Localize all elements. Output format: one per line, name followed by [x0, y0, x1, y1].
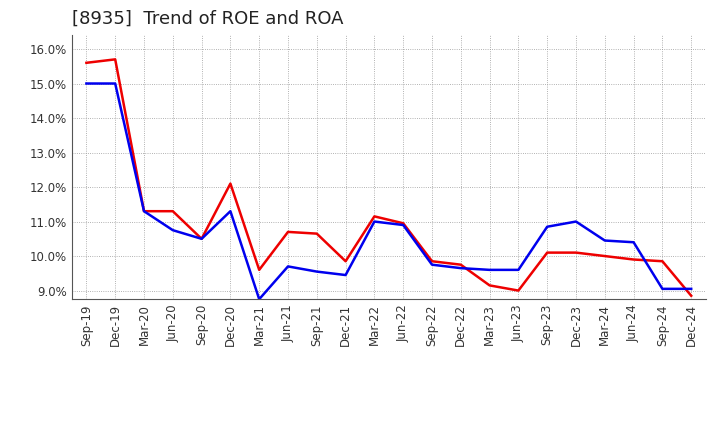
- ROA: [456, 265, 465, 271]
- ROA: [197, 236, 206, 242]
- ROA: [341, 272, 350, 278]
- ROA: [485, 267, 494, 272]
- Line: ROE: ROE: [86, 59, 691, 296]
- ROE: [514, 288, 523, 293]
- ROA: [543, 224, 552, 229]
- ROE: [629, 257, 638, 262]
- ROE: [370, 214, 379, 219]
- ROE: [284, 229, 292, 235]
- ROA: [255, 297, 264, 302]
- ROE: [428, 259, 436, 264]
- ROE: [312, 231, 321, 236]
- ROE: [226, 181, 235, 186]
- ROA: [168, 227, 177, 233]
- ROA: [658, 286, 667, 291]
- ROE: [255, 267, 264, 272]
- ROE: [341, 259, 350, 264]
- ROA: [572, 219, 580, 224]
- ROE: [82, 60, 91, 66]
- ROA: [687, 286, 696, 291]
- ROE: [456, 262, 465, 268]
- ROA: [428, 262, 436, 268]
- ROE: [687, 293, 696, 298]
- ROA: [111, 81, 120, 86]
- ROE: [543, 250, 552, 255]
- ROE: [600, 253, 609, 259]
- ROA: [399, 222, 408, 227]
- ROE: [399, 220, 408, 226]
- ROA: [140, 209, 148, 214]
- ROA: [514, 267, 523, 272]
- ROE: [111, 57, 120, 62]
- ROA: [82, 81, 91, 86]
- ROA: [226, 209, 235, 214]
- ROA: [370, 219, 379, 224]
- Text: [8935]  Trend of ROE and ROA: [8935] Trend of ROE and ROA: [72, 10, 343, 28]
- Line: ROA: ROA: [86, 84, 691, 299]
- ROE: [572, 250, 580, 255]
- ROE: [140, 209, 148, 214]
- ROE: [485, 283, 494, 288]
- ROA: [600, 238, 609, 243]
- ROE: [658, 259, 667, 264]
- ROE: [197, 236, 206, 242]
- ROA: [312, 269, 321, 274]
- ROA: [284, 264, 292, 269]
- ROA: [629, 240, 638, 245]
- ROE: [168, 209, 177, 214]
